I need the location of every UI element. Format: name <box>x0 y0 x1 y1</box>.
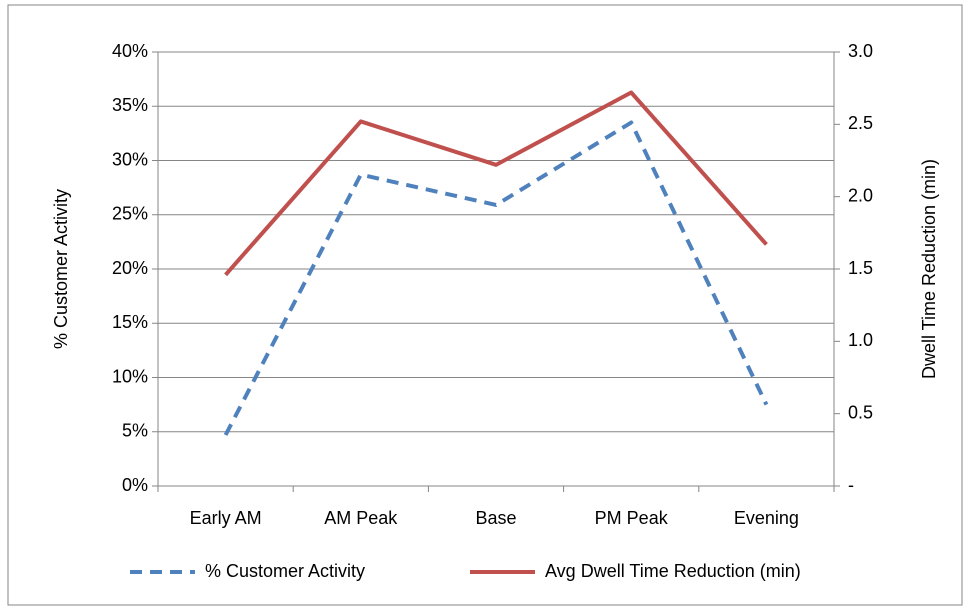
x-tick-label: Base <box>475 508 516 528</box>
y-tick-label: 15% <box>112 312 148 332</box>
y-tick-label: 40% <box>112 41 148 61</box>
x-tick-label: AM Peak <box>324 508 398 528</box>
y2-tick-label: 1.0 <box>848 330 873 350</box>
line-series <box>224 90 768 277</box>
chart-border <box>7 4 963 606</box>
y-tick-label: 5% <box>122 421 148 441</box>
y-tick-label: 10% <box>112 366 148 386</box>
y-tick-label: 30% <box>112 149 148 169</box>
y2-tick-label: 1.5 <box>848 258 873 278</box>
y-tick-label: 20% <box>112 258 148 278</box>
x-tick-label: PM Peak <box>595 508 669 528</box>
y2-tick-label: 0.5 <box>848 402 873 422</box>
y-tick-label: 25% <box>112 204 148 224</box>
y2-tick-label: 3.0 <box>848 41 873 61</box>
legend-label: Avg Dwell Time Reduction (min) <box>545 561 801 581</box>
y-tick-label: 0% <box>122 475 148 495</box>
y2-axis-title: Dwell Time Reduction (min) <box>919 159 939 379</box>
y2-tick-label: - <box>848 475 854 495</box>
x-tick-label: Early AM <box>190 508 262 528</box>
y-tick-label: 35% <box>112 95 148 115</box>
y2-tick-label: 2.0 <box>848 185 873 205</box>
y-axis-title: % Customer Activity <box>51 189 71 349</box>
x-tick-label: Evening <box>734 508 799 528</box>
line-series <box>223 120 769 436</box>
y2-tick-label: 2.5 <box>848 113 873 133</box>
legend-label: % Customer Activity <box>205 561 365 581</box>
